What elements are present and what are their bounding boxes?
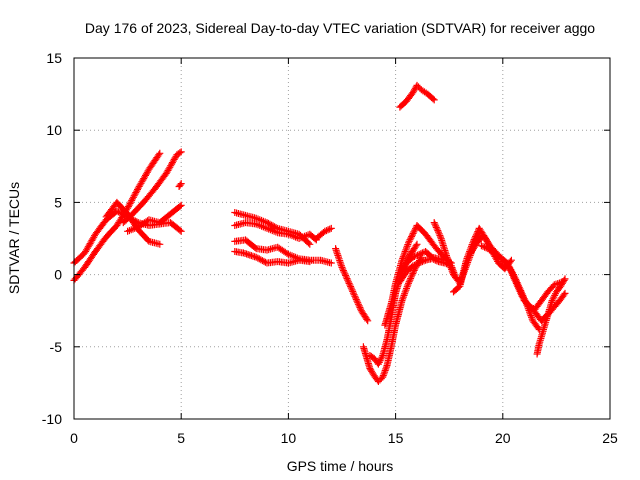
x-tick-label: 15 <box>388 430 404 446</box>
series-track-10 <box>231 248 314 267</box>
chart-title: Day 176 of 2023, Sidereal Day-to-day VTE… <box>85 20 595 36</box>
series-track-24 <box>396 81 438 111</box>
y-tick-label: -10 <box>42 411 62 427</box>
series-track-23 <box>533 275 569 358</box>
y-tick-label: 5 <box>54 194 62 210</box>
series-track-5 <box>124 201 185 235</box>
x-tick-label: 0 <box>70 430 78 446</box>
series-track-21 <box>477 242 543 333</box>
x-axis-label: GPS time / hours <box>287 458 394 474</box>
point-markers <box>396 81 438 111</box>
point-markers <box>477 242 543 333</box>
point-markers <box>231 219 320 244</box>
x-tick-label: 25 <box>602 430 618 446</box>
point-markers <box>359 253 425 385</box>
y-axis-label: SDTVAR / TECUs <box>6 182 22 294</box>
y-tick-label: 15 <box>46 50 62 66</box>
y-tick-label: 10 <box>46 122 62 138</box>
x-tick-labels: 0 5 10 15 20 25 <box>70 430 618 446</box>
series-track-6 <box>175 180 185 190</box>
x-tick-label: 5 <box>177 430 185 446</box>
point-markers <box>231 248 314 267</box>
point-markers <box>124 201 185 235</box>
point-markers <box>332 245 372 325</box>
x-tick-label: 10 <box>281 430 297 446</box>
y-tick-labels: -10 -5 0 5 10 15 <box>42 50 62 427</box>
series-track-8 <box>231 219 320 244</box>
plot-frame <box>73 57 611 420</box>
point-markers <box>312 224 335 242</box>
series-track-13 <box>359 253 425 385</box>
y-tick-label: -5 <box>50 339 63 355</box>
axis-ticks <box>73 57 611 420</box>
grid-lines <box>74 58 610 419</box>
data-points <box>70 81 569 385</box>
point-markers <box>175 180 185 190</box>
series-track-11 <box>312 224 335 242</box>
y-tick-label: 0 <box>54 267 62 283</box>
series-track-12 <box>332 245 372 325</box>
x-tick-label: 20 <box>495 430 511 446</box>
point-markers <box>533 275 569 358</box>
